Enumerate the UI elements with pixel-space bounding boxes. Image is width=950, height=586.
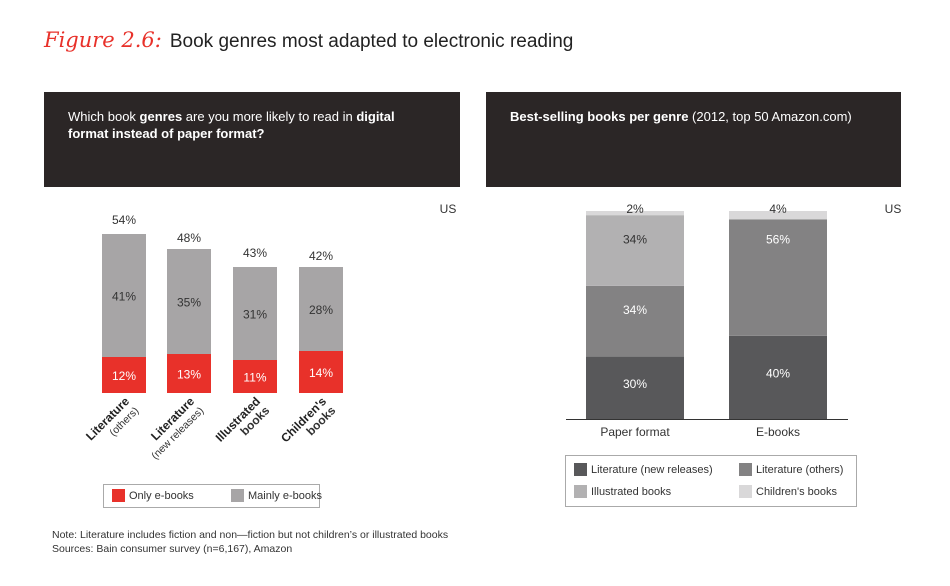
legend-item: Literature (others) [739, 463, 843, 476]
right-bar-label-1-1: 56% [766, 232, 790, 246]
legend-label: Literature (others) [756, 463, 844, 476]
right-category-label-0: Paper format [600, 425, 670, 439]
left-bar-label-0-1: 13% [177, 368, 201, 382]
legend-swatch [574, 485, 587, 498]
left-bar-mainly-1 [167, 249, 211, 354]
left-total-label-3: 42% [309, 249, 333, 263]
question-part-1: genres [139, 109, 183, 124]
right-bar-3-1 [729, 211, 827, 220]
left-category-label-1: Literature(new releases) [148, 394, 206, 462]
figure-title-text: Book genres most adapted to electronic r… [169, 31, 574, 52]
right-region-label: US [885, 202, 902, 216]
sources-line: Sources: Bain consumer survey (n=6,167),… [52, 543, 293, 555]
left-bar-label-0-3: 14% [309, 366, 333, 380]
right-bar-0-0 [586, 356, 684, 419]
right-category-label-1: E-books [756, 425, 800, 439]
right-bar-label-1-0: 34% [623, 303, 647, 317]
figure-title: Figure 2.6: Book genres most adapted to e… [44, 28, 573, 53]
legend-swatch [231, 489, 244, 502]
right-panel-title-rest: (2012, top 50 Amazon.com) [688, 109, 852, 124]
left-total-label-0: 54% [112, 213, 136, 227]
left-bar-only-3 [299, 351, 343, 393]
left-bar-label-1-1: 35% [177, 296, 201, 310]
left-bar-label-0-2: 11% [243, 371, 266, 385]
left-bar-label-1-2: 31% [243, 308, 267, 322]
legend-label: Mainly e-books [248, 489, 322, 502]
legend-swatch [574, 463, 587, 476]
notes: Note: Literature includes fiction and no… [52, 528, 448, 556]
left-category-label-0: Literature(others) [83, 394, 141, 443]
left-legend: Only e-books Mainly e-books [103, 484, 322, 508]
right-bar-label-2-0: 34% [623, 233, 647, 247]
question-part-3: digital format instead of paper format? [68, 109, 395, 141]
figure-number: Figure 2.6: [44, 28, 162, 52]
right-bar-label-3-0: 2% [626, 202, 644, 216]
left-bar-label-1-0: 41% [112, 290, 136, 304]
legend-label: Illustrated books [591, 485, 672, 498]
right-bar-label-0-0: 30% [623, 377, 647, 391]
right-legend: Literature (new releases) Literature (oth… [565, 455, 857, 507]
legend-item: Illustrated books [574, 485, 671, 498]
right-bar-0-1 [729, 335, 827, 419]
legend-item: Mainly e-books [231, 489, 322, 502]
left-bar-only-0 [102, 357, 146, 393]
legend-label: Literature (new releases) [591, 463, 713, 476]
left-region-label: US [440, 202, 457, 216]
legend-label: Children's books [756, 485, 837, 498]
right-bar-3-0 [586, 211, 684, 216]
left-bar-only-1 [167, 354, 211, 393]
left-bar-mainly-2 [233, 267, 277, 360]
left-bar-label-0-0: 12% [112, 369, 136, 383]
left-bar-mainly-3 [299, 267, 343, 351]
right-bar-2-0 [586, 215, 684, 286]
right-bar-1-1 [729, 219, 827, 336]
legend-swatch [739, 463, 752, 476]
legend-swatch [739, 485, 752, 498]
legend-swatch [112, 489, 125, 502]
left-panel-question: Which book genres are you more likely to… [68, 108, 436, 142]
legend-item: Only e-books [112, 489, 194, 502]
left-bar-label-1-3: 28% [309, 303, 333, 317]
left-total-label-2: 43% [243, 246, 267, 260]
right-panel-title: Best-selling books per genre (2012, top … [510, 108, 877, 125]
legend-label: Only e-books [129, 489, 194, 502]
right-bar-1-0 [586, 285, 684, 357]
right-bar-label-0-1: 40% [766, 366, 790, 380]
right-panel-title-bold: Best-selling books per genre [510, 109, 689, 124]
left-bar-mainly-0 [102, 234, 146, 357]
note-line: Note: Literature includes fiction and no… [52, 529, 449, 541]
legend-item: Children's books [739, 485, 837, 498]
left-total-label-1: 48% [177, 231, 201, 245]
right-bar-label-3-1: 4% [769, 202, 787, 216]
right-panel-header: Best-selling books per genre (2012, top … [486, 92, 901, 187]
question-part-2: are you more likely to read in [182, 109, 357, 124]
left-bar-only-2 [233, 360, 277, 393]
left-panel-header: Which book genres are you more likely to… [44, 92, 460, 187]
legend-item: Literature (new releases) [574, 463, 713, 476]
question-part-0: Which book [68, 109, 140, 124]
